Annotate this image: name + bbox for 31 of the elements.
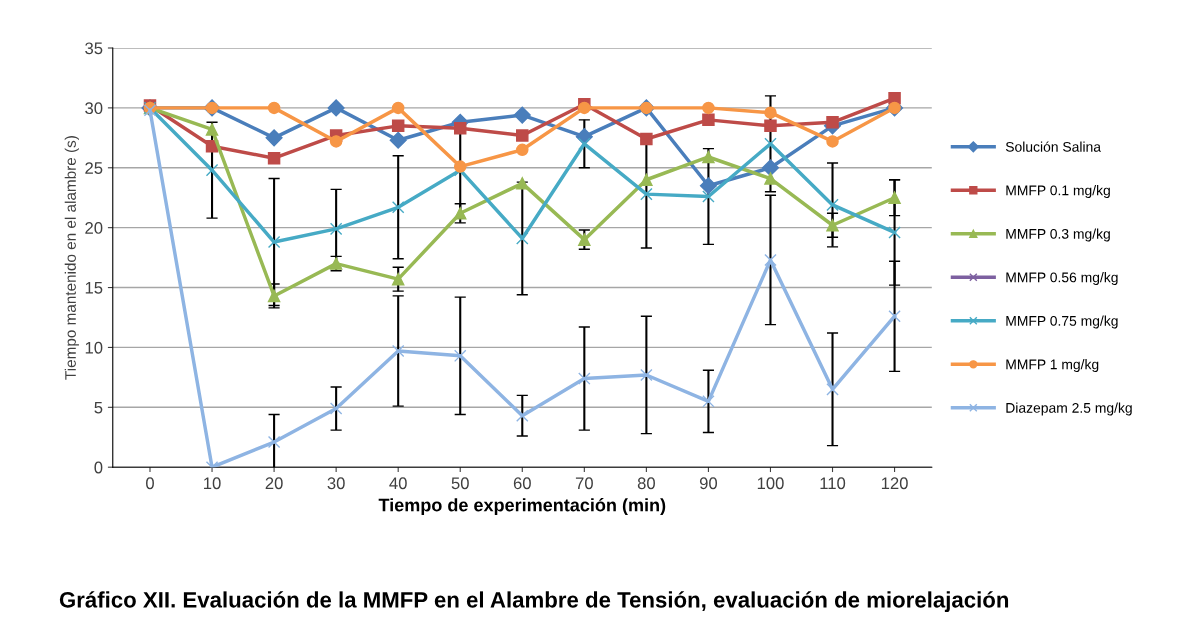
x-tick-label: 100 <box>757 477 784 490</box>
x-tick-label: 50 <box>451 477 469 490</box>
y-tick-label: 35 <box>85 42 103 55</box>
legend-label: Solución Salina <box>1005 141 1102 152</box>
y-tick-label: 20 <box>85 222 103 234</box>
x-tick-label: 20 <box>265 477 283 490</box>
x-tick-label: 60 <box>513 477 531 490</box>
x-tick-label: 110 <box>820 477 846 490</box>
text: Gráfico XII. Evaluación de la MMFP en el Alambre de Tensión, evaluación de miorelajación <box>59 591 1009 613</box>
x-tick-label: 80 <box>637 477 655 490</box>
x-axis-title: Tiempo de experimentación (min) <box>378 498 666 515</box>
x-tick-label: 30 <box>327 477 345 490</box>
y-tick-label: 25 <box>85 162 103 174</box>
y-tick-label: 0 <box>94 461 103 474</box>
legend-label: MMFP 0.1 mg/kg <box>1006 185 1110 199</box>
y-tick-label: 15 <box>85 282 103 294</box>
y-axis-title: Tiempo mantenido en el alambre (s) <box>64 136 79 380</box>
y-tick-label: 30 <box>85 102 103 115</box>
legend-label: MMFP 0.56 mg/kg <box>1006 272 1118 286</box>
y-tick-label: 10 <box>85 341 103 354</box>
x-tick-label: 90 <box>699 477 718 490</box>
x-tick-label: 10 <box>204 477 221 490</box>
x-tick-label: 40 <box>389 477 407 490</box>
legend-label: MMFP 1 mg/kg <box>1006 359 1099 373</box>
y-tick-label: 5 <box>94 401 103 414</box>
legend-label: MMFP 0.3 mg/kg <box>1006 228 1110 242</box>
legend-label: MMFP 0.75 mg/kg <box>1006 315 1118 329</box>
x-tick-label: 70 <box>575 477 593 490</box>
x-tick-label: 120 <box>881 477 908 490</box>
legend-label: Diazepam 2.5 mg/kg <box>1006 402 1132 416</box>
x-tick-label: 0 <box>146 477 154 490</box>
